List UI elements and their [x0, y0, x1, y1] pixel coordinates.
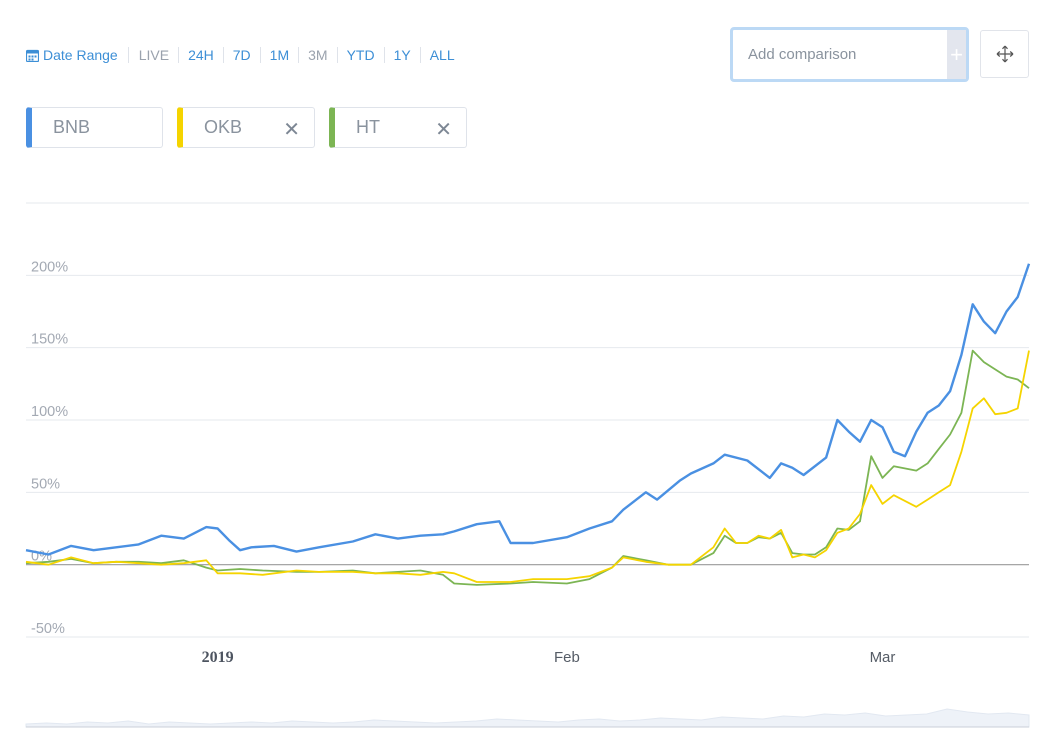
x-tick-label: Feb	[554, 649, 580, 666]
chip-label: HT	[356, 117, 380, 137]
remove-okb-icon[interactable]: ✕	[283, 119, 300, 141]
range-option-all[interactable]: ALL	[419, 47, 464, 63]
date-range-button[interactable]: Date Range	[26, 47, 129, 63]
chart-grid	[26, 202, 1029, 638]
y-tick-label: 100%	[31, 404, 68, 420]
y-tick-label: -50%	[31, 621, 65, 637]
chart-series	[25, 263, 1031, 586]
range-option-3m[interactable]: 3M	[298, 47, 336, 63]
range-option-24h[interactable]: 24H	[178, 47, 223, 63]
series-line-okb	[25, 350, 1030, 583]
remove-ht-icon[interactable]: ✕	[435, 119, 452, 141]
calendar-icon	[26, 49, 39, 62]
add-comparison-input[interactable]	[733, 30, 947, 79]
range-option-1y[interactable]: 1Y	[383, 47, 420, 63]
range-option-7d[interactable]: 7D	[222, 47, 260, 63]
add-comparison-button[interactable]: +	[947, 30, 966, 79]
add-comparison-box: +	[730, 27, 969, 82]
chip-bnb[interactable]: BNB	[26, 107, 163, 148]
range-selector: Date Range LIVE 24H 7D 1M 3M YTD 1Y ALL	[26, 45, 464, 65]
move-arrows-button[interactable]	[980, 30, 1029, 78]
chip-label: OKB	[204, 117, 243, 137]
series-line-ht	[25, 349, 1030, 586]
chip-okb[interactable]: OKB ✕	[177, 107, 315, 148]
chip-ht[interactable]: HT ✕	[329, 107, 467, 148]
y-tick-label: 150%	[31, 332, 68, 348]
chip-label: BNB	[53, 117, 91, 137]
x-tick-label: Mar	[870, 649, 896, 666]
range-option-live[interactable]: LIVE	[138, 47, 170, 63]
y-axis-ticks: -50%0%50%100%150%200%	[31, 259, 68, 637]
range-option-ytd[interactable]: YTD	[336, 47, 384, 63]
navigator-area	[25, 708, 1030, 728]
x-axis-ticks: 2019 Feb Mar	[202, 649, 896, 666]
navigator-chart	[25, 708, 1030, 728]
date-range-label: Date Range	[43, 47, 118, 63]
range-option-1m[interactable]: 1M	[259, 47, 298, 63]
y-tick-label: 200%	[31, 259, 68, 275]
y-tick-label: 50%	[31, 476, 60, 492]
comparison-chips: BNB OKB ✕ HT ✕	[26, 107, 467, 148]
series-line-bnb	[25, 263, 1031, 556]
range-options: LIVE 24H 7D 1M 3M YTD 1Y ALL	[139, 47, 464, 63]
x-tick-label: 2019	[202, 649, 234, 666]
move-arrows-icon	[996, 45, 1013, 63]
